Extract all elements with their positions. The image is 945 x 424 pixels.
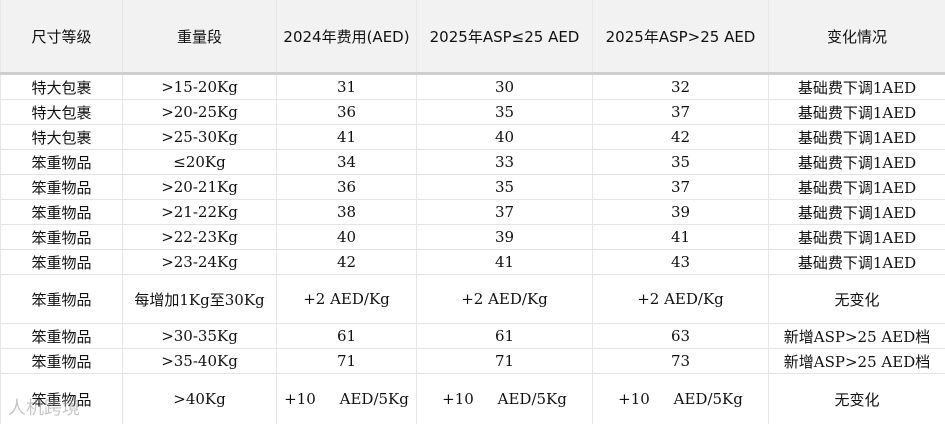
table-cell: 基础费下调1AED (768, 149, 945, 175)
table-cell: 特大包裹 (0, 99, 123, 125)
header-cell: 2025年ASP>25 AED (592, 0, 769, 75)
table-cell: 41 (276, 124, 417, 150)
table-row: 笨重物品 >22-23Kg 40 39 41 基础费下调1AED (0, 224, 945, 250)
table-cell: 基础费下调1AED (768, 124, 945, 150)
table-cell: 37 (592, 99, 769, 125)
table-cell: 30 (416, 73, 593, 100)
table-row: 笨重物品 >23-24Kg 42 41 43 基础费下调1AED (0, 249, 945, 275)
table-cell: >20-21Kg (122, 174, 277, 200)
table-cell: 35 (416, 99, 593, 125)
header-cell: 变化情况 (768, 0, 945, 75)
table-row: 笨重物品 >40Kg +10 AED/5Kg +10 AED/5Kg +10 AED/5… (0, 373, 945, 424)
table-cell: 32 (592, 73, 769, 100)
header-cell: 重量段 (122, 0, 277, 75)
table-cell: +2 AED/Kg (416, 274, 593, 324)
table-cell: 35 (416, 174, 593, 200)
table-cell: 36 (276, 174, 417, 200)
table-cell: >15-20Kg (122, 73, 277, 100)
table-cell: +10 AED/5Kg (416, 373, 593, 424)
table-row: 笨重物品 >20-21Kg 36 35 37 基础费下调1AED (0, 174, 945, 200)
table-cell: 61 (416, 323, 593, 349)
table-cell: 笨重物品 (0, 174, 123, 200)
table-cell: >22-23Kg (122, 224, 277, 250)
table-cell: 63 (592, 323, 769, 349)
table-cell: 笨重物品 (0, 323, 123, 349)
table-cell: ≤20Kg (122, 149, 277, 175)
table-cell: 基础费下调1AED (768, 249, 945, 275)
table-cell: +2 AED/Kg (592, 274, 769, 324)
table-row: 笨重物品 ≤20Kg 34 33 35 基础费下调1AED (0, 149, 945, 175)
table-cell: 42 (276, 249, 417, 275)
table-cell: 31 (276, 73, 417, 100)
table-cell: 笨重物品 (0, 274, 123, 324)
table-cell: 新增ASP>25 AED档 (768, 323, 945, 349)
table-row: 笨重物品 >30-35Kg 61 61 63 新增ASP>25 AED档 (0, 323, 945, 349)
table-cell: 43 (592, 249, 769, 275)
watermark: 人机跨境 (8, 398, 80, 419)
table-cell: 39 (592, 199, 769, 225)
table-row: 特大包裹 >15-20Kg 31 30 32 基础费下调1AED (0, 73, 945, 100)
table-cell: 特大包裹 (0, 73, 123, 100)
table-cell: 37 (592, 174, 769, 200)
table-cell: 基础费下调1AED (768, 199, 945, 225)
table-cell: +10 AED/5Kg (592, 373, 769, 424)
table-cell: 33 (416, 149, 593, 175)
table-cell: +2 AED/Kg (276, 274, 417, 324)
table-cell: 35 (592, 149, 769, 175)
table-cell: 41 (416, 249, 593, 275)
table-row: 笨重物品 >21-22Kg 38 37 39 基础费下调1AED (0, 199, 945, 225)
table-cell: 40 (416, 124, 593, 150)
table-cell: 73 (592, 348, 769, 374)
table-cell: 37 (416, 199, 593, 225)
table-cell: 71 (416, 348, 593, 374)
table-cell: 39 (416, 224, 593, 250)
table-cell: 基础费下调1AED (768, 224, 945, 250)
table-cell: 无变化 (768, 373, 945, 424)
table-cell: 基础费下调1AED (768, 174, 945, 200)
table-cell: >25-30Kg (122, 124, 277, 150)
table-cell: 笨重物品 (0, 224, 123, 250)
table-cell: 笨重物品 (0, 199, 123, 225)
table-row: 特大包裹 >20-25Kg 36 35 37 基础费下调1AED (0, 99, 945, 125)
table-cell: 特大包裹 (0, 124, 123, 150)
table-cell: 无变化 (768, 274, 945, 324)
table-cell: >23-24Kg (122, 249, 277, 275)
header-cell: 尺寸等级 (0, 0, 123, 75)
table-cell: 基础费下调1AED (768, 73, 945, 100)
table-cell: 34 (276, 149, 417, 175)
table-cell: +10 AED/5Kg (276, 373, 417, 424)
header-row: 尺寸等级 重量段 2024年费用(AED) 2025年ASP≤25 AED 2025年A… (0, 0, 945, 75)
table-cell: 61 (276, 323, 417, 349)
table-cell: >35-40Kg (122, 348, 277, 374)
table-cell: 笨重物品 (0, 249, 123, 275)
table-cell: 42 (592, 124, 769, 150)
table-cell: 每增加1Kg至30Kg (122, 274, 277, 324)
table-row: 特大包裹 >25-30Kg 41 40 42 基础费下调1AED (0, 124, 945, 150)
table-cell: 基础费下调1AED (768, 99, 945, 125)
table-cell: 41 (592, 224, 769, 250)
table-cell: 71 (276, 348, 417, 374)
table-cell: >21-22Kg (122, 199, 277, 225)
table-cell: 笨重物品 (0, 149, 123, 175)
table-cell: >40Kg (122, 373, 277, 424)
table-cell: 笨重物品 (0, 348, 123, 374)
table-cell: 新增ASP>25 AED档 (768, 348, 945, 374)
table-cell: 36 (276, 99, 417, 125)
table-row: 笨重物品 >35-40Kg 71 71 73 新增ASP>25 AED档 (0, 348, 945, 374)
table-cell: >30-35Kg (122, 323, 277, 349)
table-cell: 38 (276, 199, 417, 225)
table-cell: >20-25Kg (122, 99, 277, 125)
table-cell: 笨重物品 (0, 373, 123, 424)
table-cell: 40 (276, 224, 417, 250)
table-row: 笨重物品 每增加1Kg至30Kg +2 AED/Kg +2 AED/Kg +2 AED/… (0, 274, 945, 324)
header-cell: 2025年ASP≤25 AED (416, 0, 593, 75)
header-cell: 2024年费用(AED) (276, 0, 417, 75)
